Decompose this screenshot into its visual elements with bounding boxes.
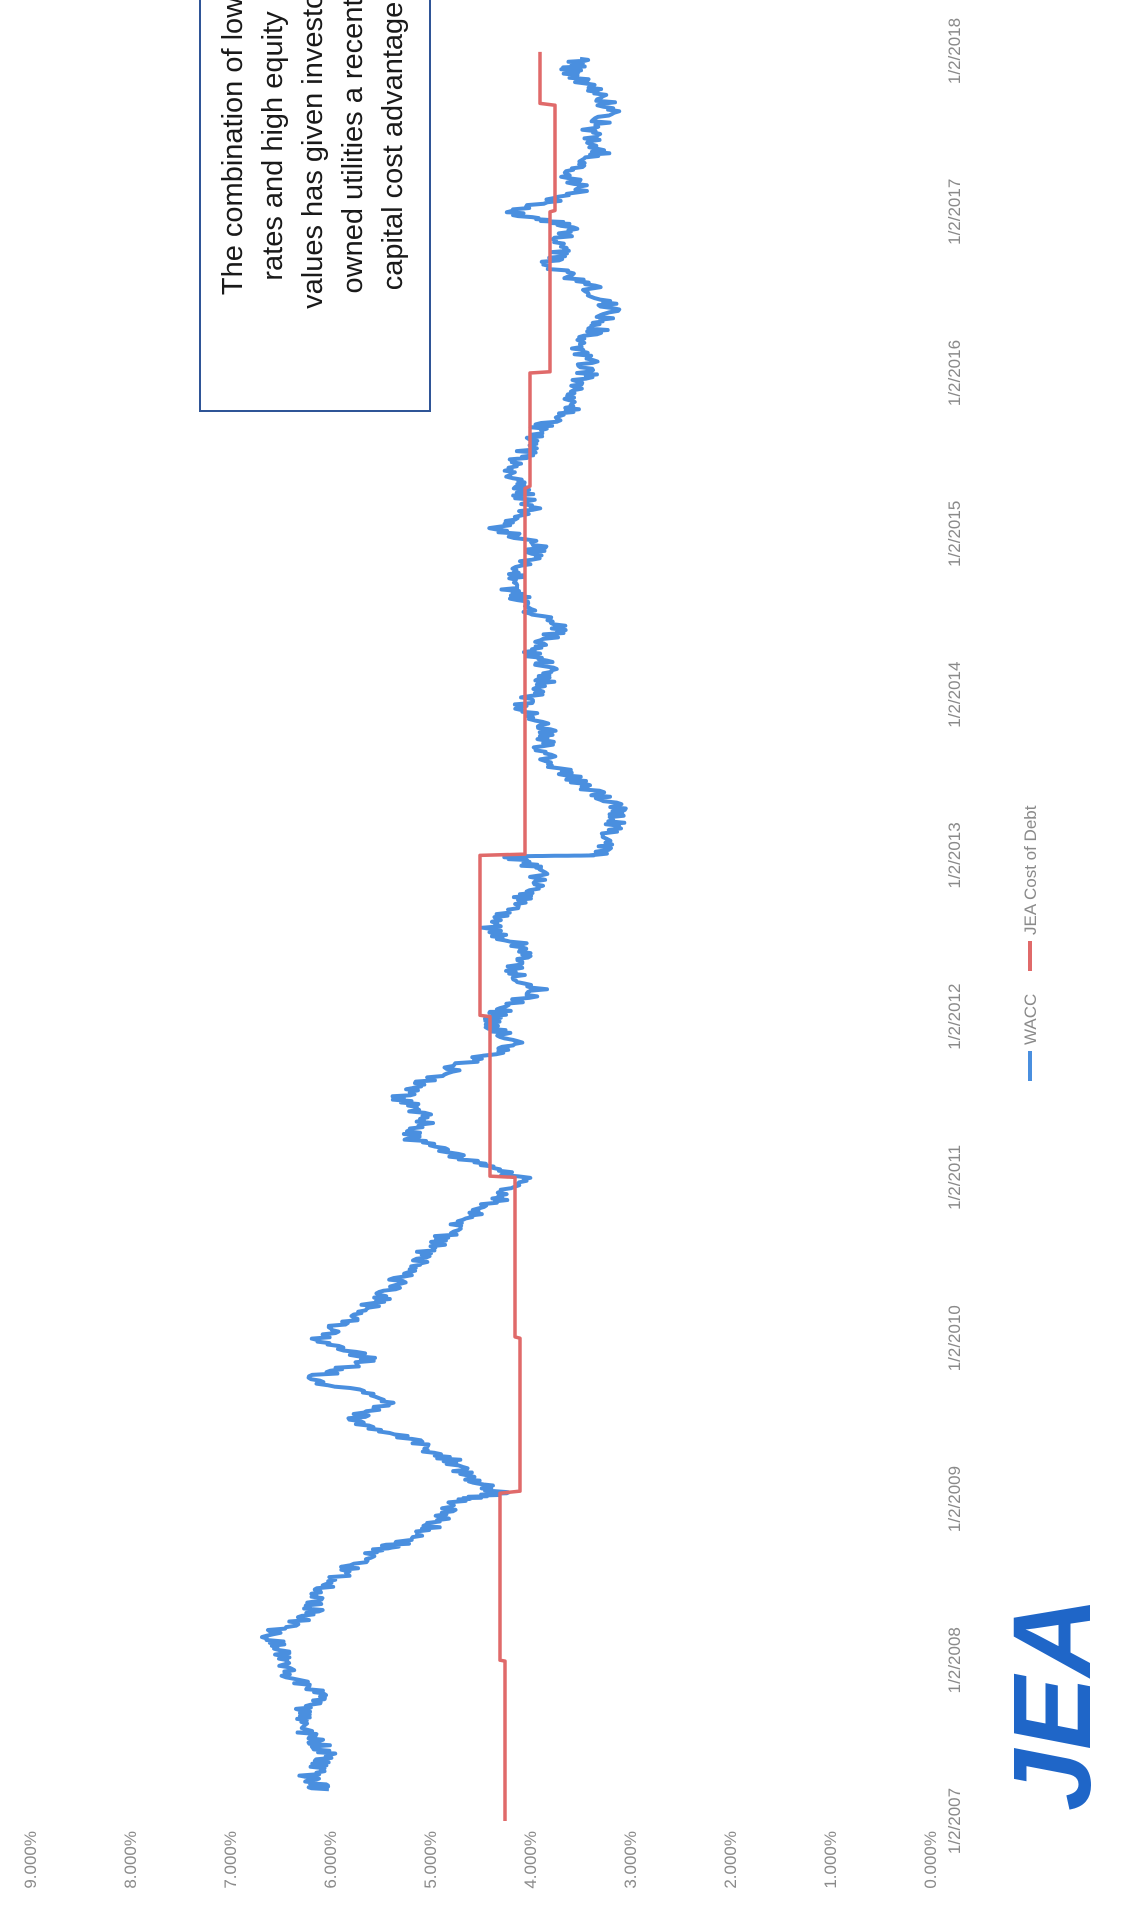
- jea-logo: JEA: [991, 1597, 1114, 1811]
- x-tick-label: 1/2/2008: [945, 1627, 964, 1693]
- y-tick-label: 6.000%: [321, 1831, 340, 1889]
- x-tick-label: 1/2/2011: [945, 1145, 964, 1210]
- annotation-line-4: owned utilities a recent: [337, 0, 369, 294]
- x-tick-label: 1/2/2010: [945, 1305, 964, 1371]
- jea-logo-text: JEA: [991, 1597, 1114, 1811]
- y-tick-label: 9.000%: [21, 1831, 40, 1889]
- y-tick-label: 5.000%: [421, 1831, 440, 1889]
- y-tick-label: 4.000%: [521, 1831, 540, 1889]
- y-tick-label: 0.000%: [921, 1831, 940, 1889]
- chart-rotated-group: 1/2/2007 1/2/2008 1/2/2009 1/2/2010 1/2/2011…: [21, 0, 1114, 1889]
- annotation-border: [199, 0, 431, 412]
- legend: WACC JEA Cost of Debt: [1021, 805, 1040, 1081]
- x-tick-label: 1/2/2012: [945, 984, 964, 1050]
- x-tick-label: 1/2/2016: [945, 340, 964, 406]
- legend-label-wacc: WACC: [1021, 994, 1040, 1045]
- annotation-line-5: capital cost advantage: [377, 2, 409, 291]
- plot-lines: [260, 51, 628, 1821]
- x-tick-label: 1/2/2009: [945, 1466, 964, 1532]
- annotation-line-2: rates and high equity: [257, 11, 289, 281]
- x-tick-label: 1/2/2007: [945, 1788, 964, 1854]
- legend-label-jea-cost-of-debt: JEA Cost of Debt: [1021, 805, 1040, 935]
- x-tick-label: 1/2/2015: [945, 501, 964, 567]
- y-tick-label: 2.000%: [721, 1831, 740, 1889]
- x-axis-ticks: 1/2/2007 1/2/2008 1/2/2009 1/2/2010 1/2/2011…: [945, 18, 964, 1854]
- x-tick-label: 1/2/2014: [945, 662, 964, 728]
- annotation-line-1: The combination of low: [217, 0, 249, 295]
- x-tick-label: 1/2/2017: [945, 179, 964, 245]
- y-tick-label: 8.000%: [121, 1831, 140, 1889]
- y-tick-label: 3.000%: [621, 1831, 640, 1889]
- y-tick-label: 1.000%: [821, 1831, 840, 1889]
- y-axis-ticks: 0.000% 1.000% 2.000% 3.000% 4.000% 5.000% 6.00…: [21, 1831, 940, 1889]
- series-line-wacc: [260, 56, 628, 1792]
- y-tick-label: 7.000%: [221, 1831, 240, 1889]
- annotation-box: The combination of low rates and high eq…: [199, 0, 431, 412]
- annotation-line-3: values has given investor: [297, 0, 329, 309]
- series-line-jea-cost-of-debt: [478, 51, 557, 1821]
- x-tick-label: 1/2/2013: [945, 822, 964, 888]
- x-tick-label: 1/2/2018: [945, 18, 964, 84]
